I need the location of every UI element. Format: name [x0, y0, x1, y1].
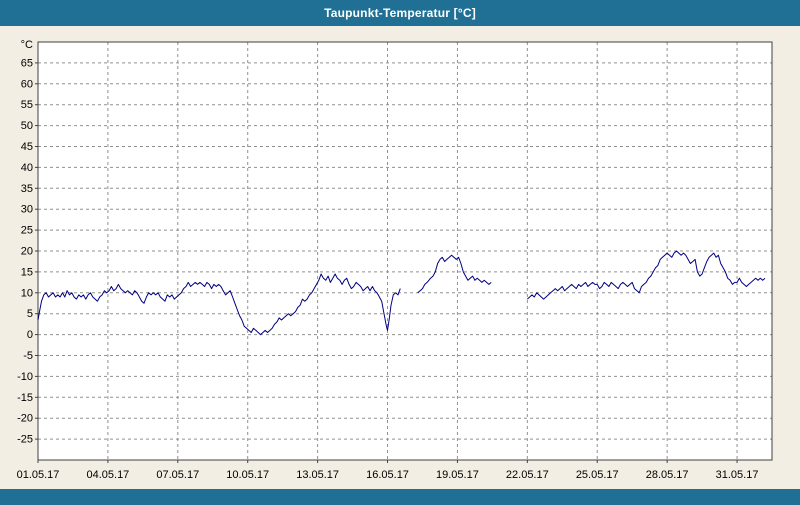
data-polyline	[37, 250, 766, 336]
y-tick-label: 15	[21, 266, 33, 278]
y-axis-unit-label: °C	[21, 39, 33, 51]
x-tick-label: 16.05.17	[366, 469, 409, 481]
x-tick-label: 31.05.17	[716, 469, 759, 481]
y-tick-label: -25	[17, 434, 33, 446]
y-tick-label: 5	[27, 308, 33, 320]
y-tick-label: 40	[21, 162, 33, 174]
x-tick-label: 07.05.17	[156, 469, 199, 481]
y-tick-label: -15	[17, 392, 33, 404]
bottom-bar	[0, 489, 800, 505]
y-tick-label: 0	[27, 329, 33, 341]
y-tick-label: 30	[21, 204, 33, 216]
y-tick-label: 60	[21, 78, 33, 90]
y-tick-label: 65	[21, 57, 33, 69]
y-tick-label: -10	[17, 371, 33, 383]
x-tick-label: 25.05.17	[576, 469, 619, 481]
y-tick-label: 35	[21, 183, 33, 195]
x-tick-label: 28.05.17	[646, 469, 689, 481]
chart-canvas: 65605550454035302520151050-5-10-15-20-25…	[17, 39, 773, 481]
x-tick-label: 13.05.17	[296, 469, 339, 481]
y-tick-label: -20	[17, 413, 33, 425]
x-tick-label: 01.05.17	[17, 469, 60, 481]
y-tick-label: -5	[23, 350, 33, 362]
y-tick-label: 55	[21, 99, 33, 111]
x-tick-label: 04.05.17	[86, 469, 129, 481]
title-bar: Taupunkt-Temperatur [°C]	[0, 0, 800, 26]
x-tick-label: 10.05.17	[226, 469, 269, 481]
x-tick-label: 22.05.17	[506, 469, 549, 481]
y-tick-label: 20	[21, 246, 33, 258]
y-tick-label: 50	[21, 120, 33, 132]
y-tick-label: 45	[21, 141, 33, 153]
chart-area: 65 60 55 50 45 40 35 30 25 20 15 10 5 0 -5 -10 -15 -20 -25…	[0, 26, 800, 489]
x-tick-label: 19.05.17	[436, 469, 479, 481]
plot-border	[37, 41, 773, 461]
y-tick-label: 10	[21, 287, 33, 299]
y-tick-label: 25	[21, 225, 33, 237]
chart-title: Taupunkt-Temperatur [°C]	[324, 6, 476, 20]
